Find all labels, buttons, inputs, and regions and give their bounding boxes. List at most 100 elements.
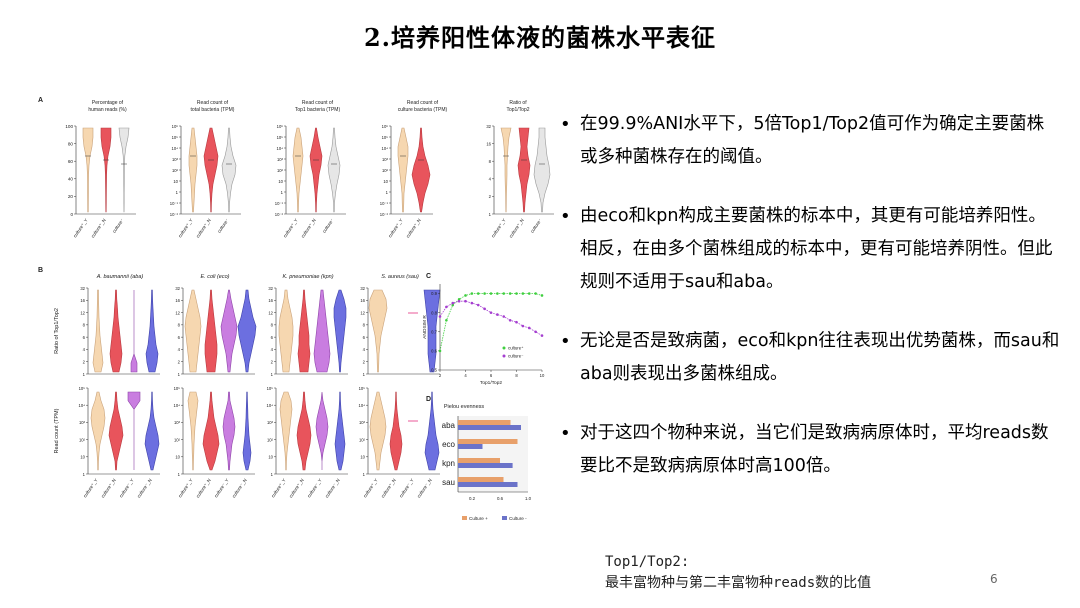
violin-shape	[187, 391, 199, 471]
data-point	[496, 313, 499, 316]
y-tick-label: 6	[363, 335, 366, 340]
y-tick-label: 4	[363, 347, 366, 352]
data-point	[502, 292, 506, 295]
data-point	[540, 334, 544, 337]
bar	[458, 463, 513, 468]
y-tick-label: 4	[178, 347, 181, 352]
y-tick-label: 10²	[172, 168, 179, 173]
legend-label: Culture +	[469, 516, 488, 521]
y-tick-label: 8	[83, 323, 86, 328]
bullet-text: 由eco和kpn构成主要菌株的标本中，其更有可能培养阳性。相反，在由多个菌株组成…	[580, 206, 1053, 292]
x-tick-label: culture⁺_N	[300, 218, 317, 239]
data-point	[457, 299, 461, 303]
bullet-item: • 在99.9%ANI水平下，5倍Top1/Top2值可作为确定主要菌株或多种菌…	[560, 108, 1060, 174]
violin-shape	[109, 289, 123, 373]
legend-marker	[502, 346, 506, 350]
violin-shape	[297, 289, 311, 373]
violin-shape	[188, 127, 198, 213]
y-tick-label: 8	[489, 159, 492, 164]
bar	[458, 444, 483, 449]
panel-a-title: total bacteria (TPM)	[191, 107, 235, 113]
y-tick-label: 4	[83, 347, 86, 352]
y-tick-label: 16	[175, 298, 180, 303]
panel-a-title: Top1 bacteria (TPM)	[295, 107, 341, 113]
violin-shape	[334, 391, 346, 471]
data-point	[540, 294, 544, 297]
data-point	[451, 301, 455, 305]
y-tick-label: 16	[80, 298, 85, 303]
category-label: aba	[442, 421, 456, 430]
category-label: kpn	[442, 459, 455, 468]
y-tick-label: 40	[68, 177, 74, 182]
violin-shape	[222, 391, 236, 471]
y-tick-label: 10³	[359, 420, 366, 425]
category-label: sau	[442, 478, 455, 487]
violin-shape	[204, 289, 218, 373]
violin-shape	[313, 289, 331, 373]
y-tick-label: 2	[271, 360, 274, 365]
y-tick-label: 10⁶	[382, 124, 389, 129]
x-tick-label: culture⁻_N	[231, 478, 248, 499]
bar	[458, 482, 518, 487]
panel-a-title: human reads (%)	[88, 107, 127, 113]
violin-shape	[92, 289, 104, 373]
y-tick-label: 10⁴	[79, 403, 86, 408]
y-tick-label: 10⁵	[79, 386, 86, 391]
violin-shape	[309, 127, 323, 213]
x-tick-label: culture⁻	[321, 217, 335, 234]
y-tick-label: 10	[175, 455, 180, 460]
y-tick-label: 10⁵	[359, 386, 366, 391]
bullet-text: 对于这四个物种来说，当它们是致病病原体时，平均reads数要比不是致病病原体时高…	[580, 423, 1049, 476]
y-tick-label: 0.9	[431, 291, 437, 296]
bullet-dot-icon: •	[560, 114, 571, 135]
panel-a-title: Read count of	[407, 100, 439, 106]
x-tick-label: culture⁺_Y	[82, 478, 99, 499]
bullet-item: • 对于这四个物种来说，当它们是致病病原体时，平均reads数要比不是致病病原体…	[560, 417, 1060, 483]
legend-marker	[502, 516, 507, 520]
panel-c-ylabel: ANOSIM R	[422, 315, 428, 339]
y-tick-label: 16	[360, 298, 365, 303]
y-tick-label: 10	[268, 455, 273, 460]
y-tick-label: 6	[271, 335, 274, 340]
y-tick-label: 10²	[359, 437, 366, 442]
y-tick-label: 10⁵	[267, 386, 274, 391]
panel-a-title: Ratio of	[509, 100, 527, 106]
y-tick-label: 2	[363, 360, 366, 365]
y-tick-label: 10³	[277, 157, 284, 162]
x-tick-label: culture⁻	[111, 217, 125, 234]
y-tick-label: 10²	[79, 437, 86, 442]
y-tick-label: 2	[489, 194, 492, 199]
data-point	[508, 319, 512, 322]
x-tick-label: culture⁻_N	[136, 478, 153, 499]
y-tick-label: 0.7	[431, 329, 437, 334]
x-tick-label: culture⁺_Y	[72, 218, 89, 239]
panel-a-title: Read count of	[302, 100, 334, 106]
legend-marker	[502, 354, 506, 358]
y-tick-label: 80	[68, 141, 74, 146]
y-tick-label: 10⁻²	[380, 212, 389, 217]
data-point	[508, 292, 512, 295]
data-point	[527, 326, 531, 330]
x-tick-label: culture⁺_Y	[362, 478, 379, 499]
violin-shape	[389, 391, 403, 471]
y-tick-label: 6	[83, 335, 86, 340]
violin-shape	[82, 127, 94, 213]
y-tick-label: 1	[176, 190, 179, 195]
y-tick-label: 4	[271, 347, 274, 352]
y-tick-label: 2	[178, 360, 181, 365]
y-tick-label: 8	[271, 323, 274, 328]
x-tick-label: culture⁻	[529, 217, 543, 234]
bullet-text: 无论是否是致病菌，eco和kpn往往表现出优势菌株，而sau和aba则表现出多菌…	[580, 331, 1060, 384]
panel-b-species-title: A. baumannii (aba)	[96, 274, 144, 280]
panel-b-ylabel: Read count (TPM)	[54, 408, 60, 453]
data-point	[438, 315, 442, 318]
bullet-dot-icon: •	[560, 206, 571, 227]
data-point	[476, 292, 480, 295]
y-tick-label: 8	[178, 323, 181, 328]
y-tick-label: 2	[83, 360, 86, 365]
x-tick-label: culture⁺_Y	[490, 218, 507, 239]
violin-shape	[517, 127, 531, 213]
x-tick-label: 6	[490, 373, 493, 378]
data-point	[464, 294, 467, 297]
